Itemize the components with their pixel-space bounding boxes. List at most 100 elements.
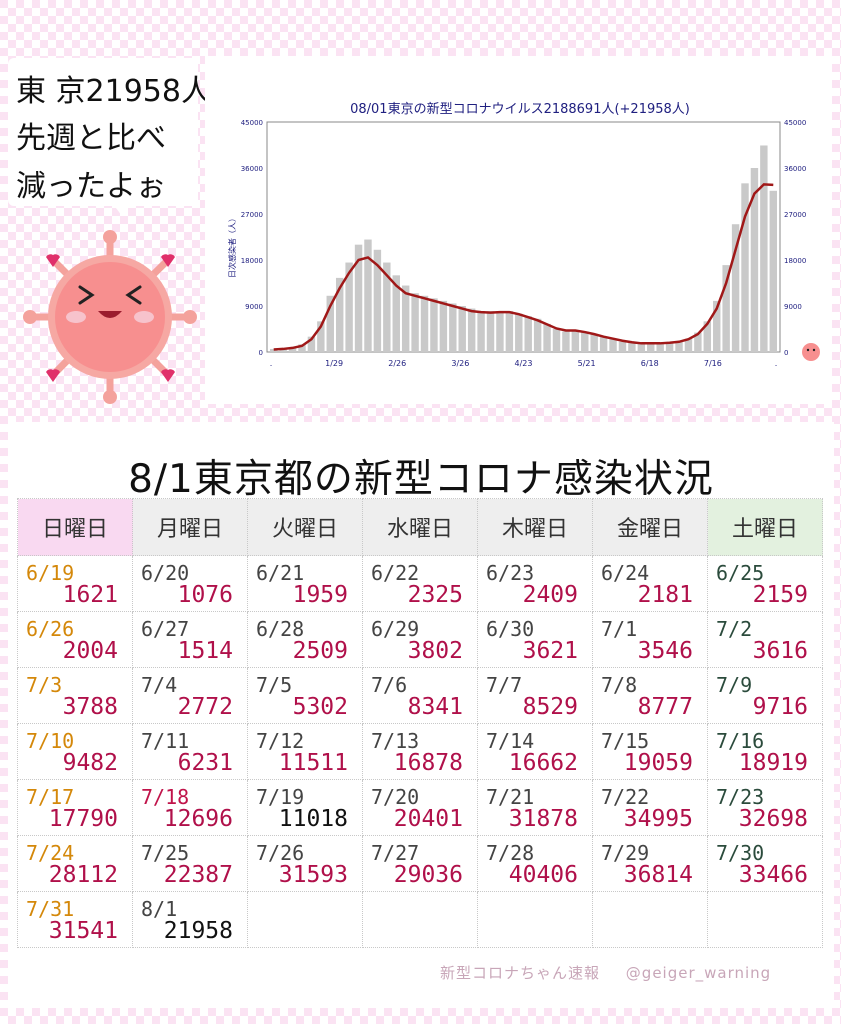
daily-bar bbox=[467, 308, 476, 352]
daily-bar bbox=[760, 145, 768, 352]
cell-value: 1514 bbox=[177, 638, 233, 664]
day-cell: 6/27 1514 bbox=[132, 611, 248, 668]
daily-bar bbox=[270, 348, 278, 352]
cell-date: 7/12 bbox=[256, 729, 305, 753]
weekly-calendar-table: 日曜日 月曜日 火曜日 水曜日 木曜日 金曜日 土曜日 6/19 1621 6/20… bbox=[17, 498, 823, 948]
cell-date: 7/8 bbox=[601, 673, 638, 697]
xtick-label: 3/26 bbox=[451, 359, 469, 368]
cell-value: 8341 bbox=[407, 694, 463, 720]
daily-bar bbox=[373, 249, 382, 352]
cell-value: 12696 bbox=[163, 806, 233, 832]
day-cell: 7/8 8777 bbox=[592, 667, 708, 724]
chart-panel: 08/01東京の新型コロナウイルス2188691人(+21958人) 日次感染者… bbox=[205, 56, 832, 404]
cell-value: 28112 bbox=[48, 862, 118, 888]
cell-value: 1076 bbox=[177, 582, 233, 608]
cell-value: 32698 bbox=[738, 806, 808, 832]
daily-bar bbox=[392, 275, 400, 352]
day-cell: 6/21 1959 bbox=[247, 555, 363, 612]
ytick-right: 27000 bbox=[784, 211, 806, 219]
day-cell: 8/1 21958 bbox=[132, 891, 248, 948]
daily-bar bbox=[647, 343, 655, 352]
daily-bar bbox=[656, 343, 664, 352]
cell-date: 7/30 bbox=[716, 841, 765, 865]
xtick-label: . bbox=[270, 359, 273, 368]
cell-value: 31878 bbox=[508, 806, 578, 832]
ytick-right: 9000 bbox=[784, 303, 802, 311]
daily-bar bbox=[722, 265, 730, 352]
daily-bar bbox=[665, 343, 674, 352]
mini-virus-icon bbox=[802, 343, 820, 361]
cell-value: 18919 bbox=[738, 750, 808, 776]
header-sunday: 日曜日 bbox=[17, 498, 133, 556]
daily-bar bbox=[599, 336, 608, 352]
day-cell: 7/10 9482 bbox=[17, 723, 133, 780]
ytick-left: 18000 bbox=[241, 257, 263, 265]
cell-value: 3788 bbox=[62, 694, 118, 720]
speech-bubble: 東 京21958人 先週と比べ 減ったよぉ bbox=[8, 58, 211, 206]
cell-value: 16878 bbox=[393, 750, 463, 776]
header-wednesday: 水曜日 bbox=[362, 498, 478, 556]
daily-bar bbox=[524, 316, 532, 352]
daily-bar bbox=[590, 334, 598, 352]
ytick-right: 45000 bbox=[784, 119, 806, 127]
day-cell: 7/4 2772 bbox=[132, 667, 248, 724]
daily-bar bbox=[439, 300, 448, 352]
ytick-right: 18000 bbox=[784, 257, 806, 265]
cell-value: 2325 bbox=[407, 582, 463, 608]
day-cell: 6/26 2004 bbox=[17, 611, 133, 668]
ytick-left: 27000 bbox=[241, 211, 263, 219]
day-cell: 7/29 36814 bbox=[592, 835, 708, 892]
daily-bar bbox=[543, 323, 551, 352]
day-cell bbox=[362, 891, 478, 948]
daily-bar bbox=[581, 331, 589, 352]
daily-bar bbox=[505, 311, 514, 352]
speech-line-3: 減ったよぉ bbox=[16, 169, 166, 204]
xtick-label: . bbox=[775, 359, 778, 368]
day-cell: 7/22 34995 bbox=[592, 779, 708, 836]
weekday-header-row: 日曜日 月曜日 火曜日 水曜日 木曜日 金曜日 土曜日 bbox=[17, 498, 823, 556]
cell-value: 11511 bbox=[278, 750, 348, 776]
daily-bar bbox=[326, 295, 334, 352]
cell-date: 7/17 bbox=[26, 785, 75, 809]
header-tuesday: 火曜日 bbox=[247, 498, 363, 556]
speech-line-2: 先週と比べ bbox=[16, 121, 166, 156]
day-cell: 7/30 33466 bbox=[707, 835, 823, 892]
table-row: 7/10 9482 7/11 6231 7/12 11511 7/13 16878 7/14 16… bbox=[17, 723, 823, 780]
daily-bar bbox=[477, 311, 485, 352]
day-cell: 6/20 1076 bbox=[132, 555, 248, 612]
day-cell: 7/19 11018 bbox=[247, 779, 363, 836]
table-title: 8/1東京都の新型コロナ感染状況 bbox=[128, 457, 714, 502]
daily-bar bbox=[335, 277, 344, 352]
daily-bar bbox=[552, 329, 561, 352]
day-cell: 7/6 8341 bbox=[362, 667, 478, 724]
cell-value: 21958 bbox=[163, 918, 233, 944]
cell-date: 6/25 bbox=[716, 561, 765, 585]
day-cell: 7/15 19059 bbox=[592, 723, 708, 780]
day-cell: 6/19 1621 bbox=[17, 555, 133, 612]
cell-value: 17790 bbox=[48, 806, 118, 832]
cell-value: 31593 bbox=[278, 862, 348, 888]
cell-date: 6/26 bbox=[26, 617, 75, 641]
cell-date: 7/22 bbox=[601, 785, 650, 809]
ytick-left: 9000 bbox=[245, 303, 263, 311]
daily-bar bbox=[458, 306, 466, 352]
cell-date: 6/30 bbox=[486, 617, 535, 641]
day-cell: 6/22 2325 bbox=[362, 555, 478, 612]
virus-mascot-icon bbox=[23, 230, 197, 404]
cell-value: 36814 bbox=[623, 862, 693, 888]
cell-value: 8529 bbox=[522, 694, 578, 720]
day-cell bbox=[592, 891, 708, 948]
table-row: 6/19 1621 6/20 1076 6/21 1959 6/22 2325 6/23 2409… bbox=[17, 555, 823, 612]
day-cell: 7/2 3616 bbox=[707, 611, 823, 668]
daily-bar bbox=[345, 262, 353, 352]
cell-date: 7/1 bbox=[601, 617, 638, 641]
cell-value: 2159 bbox=[752, 582, 808, 608]
daily-bar bbox=[420, 295, 429, 352]
daily-bar bbox=[750, 168, 759, 352]
cell-date: 6/23 bbox=[486, 561, 535, 585]
daily-bar bbox=[515, 313, 523, 352]
cell-date: 7/14 bbox=[486, 729, 535, 753]
header-friday: 金曜日 bbox=[592, 498, 708, 556]
cell-date: 7/28 bbox=[486, 841, 535, 865]
cell-value: 33466 bbox=[738, 862, 808, 888]
